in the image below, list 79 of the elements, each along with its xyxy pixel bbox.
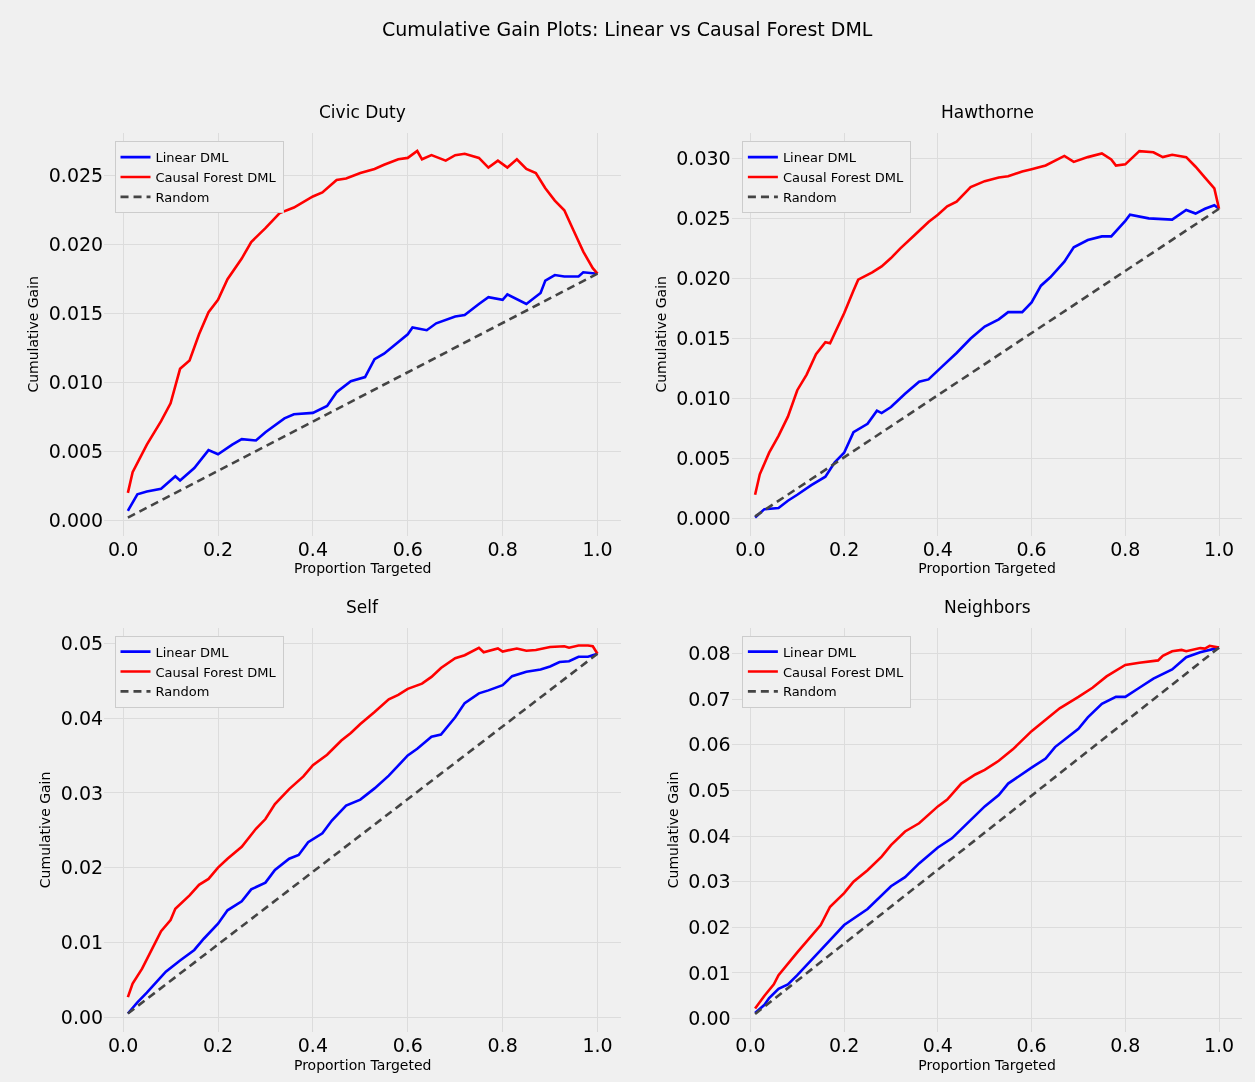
y-tick-label: 0.000 (48, 509, 104, 532)
x-tick-label: 1.0 (582, 537, 613, 560)
y-axis-title: Cumulative Gain (652, 276, 669, 393)
text: Cumulative Gain Plots: Linear vs Causal Forest DML (382, 18, 873, 40)
legend-label: Random (782, 684, 837, 700)
x-tick-label: 0.8 (487, 1034, 518, 1057)
x-tick-label: 0.4 (922, 537, 953, 560)
y-tick-label: 0.03 (688, 870, 731, 893)
y-tick-label: 0.000 (676, 507, 731, 530)
x-tick-label: 1.0 (582, 1034, 613, 1057)
x-tick-label: 0.6 (392, 537, 423, 560)
x-tick-label: 0.4 (297, 537, 328, 560)
y-tick-label: 0.00 (60, 1005, 104, 1028)
y-tick-label: 0.025 (676, 207, 731, 230)
x-tick-label: 0.8 (1110, 537, 1141, 560)
y-tick-label: 0.03 (60, 781, 104, 804)
y-tick-label: 0.01 (60, 931, 104, 954)
x-tick-label: 1.0 (1203, 537, 1235, 560)
y-tick-label: 0.005 (48, 440, 104, 463)
line-series (126, 149, 599, 495)
chart-title: Hawthorne (941, 102, 1034, 122)
legend-label: Causal Forest DML (155, 170, 277, 186)
y-tick-label: 0.030 (676, 146, 731, 169)
y-axis-title: Cumulative Gain (664, 771, 681, 889)
legend-label: Causal Forest DML (782, 664, 904, 680)
y-tick-label: 0.04 (688, 824, 731, 847)
y-tick-label: 0.020 (48, 233, 104, 256)
x-tick-label: 0.4 (297, 1034, 328, 1057)
x-tick-label: 0.8 (1110, 1034, 1141, 1057)
y-axis-title: Cumulative Gain (37, 771, 54, 889)
y-tick-label: 0.025 (48, 164, 104, 187)
x-tick-label: 1.0 (1203, 1034, 1235, 1057)
y-tick-label: 0.00 (688, 1007, 731, 1030)
legend-label: Linear DML (155, 644, 230, 660)
y-tick-label: 0.020 (676, 267, 731, 290)
y-tick-label: 0.015 (676, 327, 731, 350)
y-tick-label: 0.010 (48, 371, 104, 394)
x-tick-label: 0.4 (922, 1034, 953, 1057)
y-tick-label: 0.010 (676, 387, 731, 410)
legend-label: Linear DML (782, 644, 857, 660)
y-tick-label: 0.01 (688, 961, 731, 984)
x-axis-title: Proportion Targeted (293, 559, 432, 576)
chart-title: Civic Duty (319, 102, 406, 122)
x-tick-label: 0.0 (108, 537, 139, 560)
legend-label: Linear DML (782, 150, 857, 166)
x-tick-label: 0.0 (735, 1034, 766, 1057)
x-axis-title: Proportion Targeted (918, 1056, 1056, 1073)
x-tick-label: 0.2 (202, 537, 234, 560)
x-axis-title: Proportion Targeted (293, 1056, 432, 1073)
legend-label: Random (782, 189, 837, 205)
legend-label: Random (155, 189, 210, 205)
x-axis-title: Proportion Targeted (918, 559, 1056, 576)
legend-label: Linear DML (155, 150, 230, 166)
x-tick-label: 0.0 (108, 1034, 139, 1057)
x-tick-label: 0.8 (487, 537, 518, 560)
chart-title: Neighbors (944, 597, 1031, 617)
x-tick-label: 0.0 (735, 537, 766, 560)
y-tick-label: 0.04 (60, 706, 104, 729)
y-tick-label: 0.06 (688, 733, 731, 756)
y-tick-label: 0.07 (688, 687, 731, 710)
y-tick-label: 0.05 (60, 631, 104, 654)
x-tick-label: 0.6 (1016, 1034, 1047, 1057)
y-tick-label: 0.02 (60, 856, 104, 879)
x-tick-label: 0.2 (829, 537, 860, 560)
x-tick-label: 0.6 (392, 1034, 423, 1057)
x-tick-label: 0.6 (1016, 537, 1047, 560)
y-tick-label: 0.02 (688, 915, 731, 938)
legend-label: Causal Forest DML (782, 170, 904, 186)
x-tick-label: 0.2 (202, 1034, 234, 1057)
legend-label: Random (155, 684, 210, 700)
y-tick-label: 0.08 (688, 642, 731, 665)
chart-title: Self (346, 597, 379, 617)
y-tick-label: 0.005 (676, 447, 731, 470)
y-tick-label: 0.05 (688, 779, 731, 802)
y-tick-label: 0.015 (48, 302, 104, 325)
x-tick-label: 0.2 (829, 1034, 860, 1057)
line-series (753, 149, 1221, 497)
y-axis-title: Cumulative Gain (25, 276, 42, 393)
legend-label: Causal Forest DML (155, 664, 277, 680)
